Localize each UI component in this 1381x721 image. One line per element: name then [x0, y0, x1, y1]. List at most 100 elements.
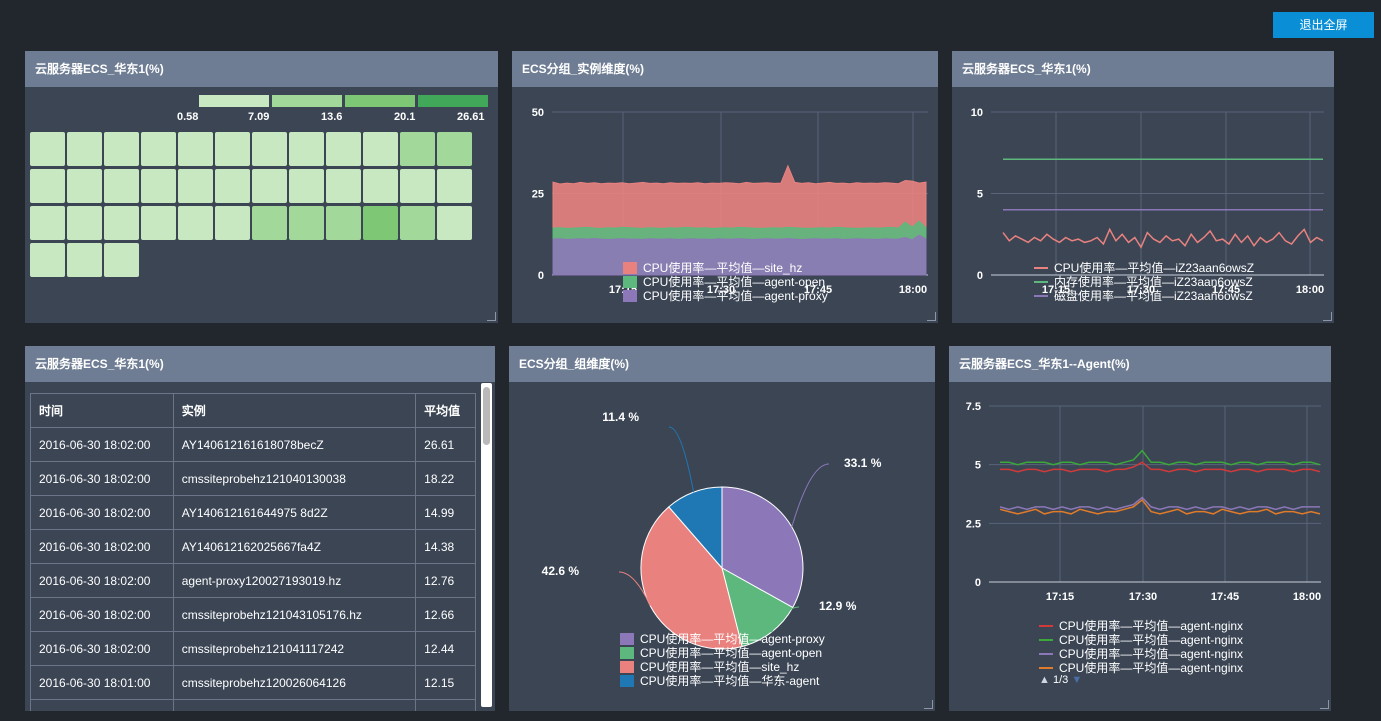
- pager-up-icon[interactable]: ▲: [1039, 674, 1050, 686]
- heatmap-cell[interactable]: [30, 169, 65, 203]
- legend-label: 13.6: [321, 111, 343, 123]
- x-tick-label: 17:30: [1129, 591, 1157, 603]
- pager-text: 1/3: [1052, 674, 1069, 686]
- heatmap-cell[interactable]: [252, 132, 287, 166]
- heatmap-cell[interactable]: [363, 206, 398, 240]
- heatmap-cell[interactable]: [67, 206, 102, 240]
- column-header-instance[interactable]: 实例: [172, 393, 417, 428]
- y-tick-label: 25: [532, 189, 544, 201]
- heatmap-cell[interactable]: [289, 206, 324, 240]
- cell-instance: agent-proxy120027193019.hz: [172, 563, 417, 598]
- resize-handle[interactable]: [487, 312, 496, 321]
- heatmap-cell[interactable]: [437, 169, 472, 203]
- scrollbar-thumb[interactable]: [483, 387, 490, 445]
- panel-title: 云服务器ECS_华东1(%): [25, 51, 498, 87]
- legend-swatch: [620, 661, 634, 673]
- legend-swatch: [623, 276, 637, 288]
- y-tick-label: 0: [538, 270, 544, 282]
- heatmap-cell[interactable]: [326, 206, 361, 240]
- heatmap-cell[interactable]: [141, 206, 176, 240]
- column-header-time[interactable]: 时间: [30, 393, 174, 428]
- y-tick-label: 2.5: [966, 518, 981, 530]
- cell-time: 2016-06-30 18:02:00: [30, 495, 174, 530]
- x-tick-label: 17:15: [1042, 284, 1070, 296]
- legend-swatch: [199, 95, 269, 107]
- panel-title: 云服务器ECS_华东1(%): [952, 51, 1334, 87]
- resize-handle[interactable]: [1320, 700, 1329, 709]
- heatmap-cell[interactable]: [326, 132, 361, 166]
- heatmap-cell[interactable]: [437, 206, 472, 240]
- cell-average: 12.66: [415, 597, 476, 632]
- pie-slice: [721, 486, 804, 609]
- heatmap-cell[interactable]: [30, 243, 65, 277]
- pie-chart: 33.1 % 12.9 % 42.6 % 11.4 % CPU使用率—平均值—agent…: [542, 410, 882, 688]
- series-line: [999, 496, 1320, 511]
- heatmap-cell[interactable]: [400, 132, 435, 166]
- heatmap-cell[interactable]: [363, 132, 398, 166]
- heatmap-cell[interactable]: [67, 132, 102, 166]
- heatmap-cell[interactable]: [437, 132, 472, 166]
- legend-label: 26.61: [457, 111, 485, 123]
- heatmap-cell[interactable]: [104, 132, 139, 166]
- series-line: [1002, 227, 1324, 249]
- legend-label: CPU使用率—平均值—agent-open: [640, 645, 822, 660]
- heatmap-cell[interactable]: [178, 132, 213, 166]
- exit-fullscreen-button[interactable]: 退出全屏: [1273, 12, 1374, 38]
- panel-title: ECS分组_组维度(%): [509, 346, 935, 382]
- series-line: [1000, 449, 1321, 466]
- cell-time: 2016-06-30 18:02:00: [30, 427, 174, 462]
- y-tick-label: 50: [532, 107, 544, 119]
- column-header-average[interactable]: 平均值: [415, 393, 476, 428]
- series-area: [552, 234, 927, 276]
- resize-handle[interactable]: [927, 312, 936, 321]
- legend-swatch: [418, 95, 488, 107]
- legend-label: CPU使用率—平均值—agent-open: [643, 274, 825, 289]
- heatmap-cell[interactable]: [289, 169, 324, 203]
- heatmap-cell[interactable]: [67, 169, 102, 203]
- legend-label: CPU使用率—平均值—agent-proxy: [640, 631, 825, 646]
- cell-time: 2016-06-30 18:02:00: [30, 597, 174, 632]
- cell-average: 12.15: [415, 665, 476, 700]
- cell-instance: cmssiteprobehz120026064126: [172, 665, 417, 700]
- x-tick-label: 18:00: [1296, 284, 1324, 296]
- heatmap-cell[interactable]: [104, 243, 139, 277]
- x-tick-label: 17:45: [1211, 591, 1239, 603]
- legend-pager[interactable]: ▲ 1/3 ▼: [1039, 674, 1082, 686]
- heatmap-cell[interactable]: [67, 243, 102, 277]
- scrollbar[interactable]: [481, 383, 492, 707]
- heatmap-cell[interactable]: [215, 132, 250, 166]
- cell-time: [30, 699, 174, 711]
- heatmap-cell[interactable]: [104, 206, 139, 240]
- cell-instance: cmssiteprobehz121041117242: [172, 631, 417, 666]
- resize-handle[interactable]: [924, 700, 933, 709]
- heatmap-cell[interactable]: [178, 169, 213, 203]
- series-line: [999, 498, 1321, 515]
- heatmap-cell[interactable]: [400, 169, 435, 203]
- table-row: [30, 699, 476, 711]
- resize-handle[interactable]: [1323, 312, 1332, 321]
- data-table: 时间 实例 平均值 2016-06-30 18:02:00 AY140612161…: [30, 393, 476, 711]
- pie-slice-label: 12.9 %: [819, 599, 857, 613]
- panel-ecs-instance: ECS分组_实例维度(%) 0255017:1517:3017:4518:00C…: [512, 51, 938, 323]
- heatmap-cell[interactable]: [215, 169, 250, 203]
- heatmap-cell[interactable]: [104, 169, 139, 203]
- x-tick-label: 18:00: [899, 284, 927, 296]
- heatmap-cell[interactable]: [178, 206, 213, 240]
- heatmap-cell[interactable]: [215, 206, 250, 240]
- heatmap-cell[interactable]: [400, 206, 435, 240]
- heatmap-cell[interactable]: [289, 132, 324, 166]
- heatmap-cell[interactable]: [141, 132, 176, 166]
- heatmap-cell[interactable]: [141, 169, 176, 203]
- table-row: 2016-06-30 18:02:00 AY140612161644975 8d2…: [30, 495, 476, 530]
- legend-swatch: [620, 633, 634, 645]
- pager-down-icon[interactable]: ▼: [1071, 674, 1083, 686]
- heatmap-cell[interactable]: [326, 169, 361, 203]
- heatmap-cell[interactable]: [30, 132, 65, 166]
- heatmap-cell[interactable]: [252, 169, 287, 203]
- heatmap-cell[interactable]: [363, 169, 398, 203]
- heatmap-cell[interactable]: [30, 206, 65, 240]
- cell-average: 26.61: [415, 427, 476, 462]
- x-tick-label: 17:45: [1212, 284, 1240, 296]
- heatmap-cell[interactable]: [252, 206, 287, 240]
- legend-swatch: [623, 290, 637, 302]
